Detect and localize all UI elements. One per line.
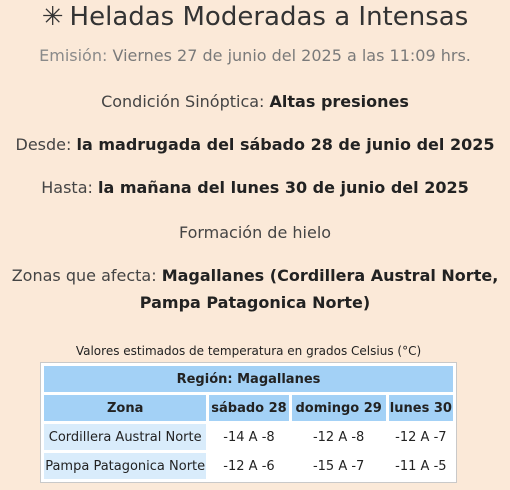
emision-value: Viernes 27 de junio del 2025 a las 11:09… <box>112 46 471 65</box>
table-cell: -11 A -5 <box>388 453 453 479</box>
table-cell-zone: Cordillera Austral Norte <box>44 424 207 450</box>
hasta-value: la mañana del lunes 30 de junio del 2025 <box>97 178 469 197</box>
title-text: Heladas Moderadas a Intensas <box>69 2 469 32</box>
table-row: Pampa Patagonica Norte -12 A -6 -15 A -7… <box>44 453 453 479</box>
snowflake-icon: ✳ <box>41 2 64 32</box>
table-row: Cordillera Austral Norte -14 A -8 -12 A … <box>44 424 453 450</box>
formacion-text: Formación de hielo <box>178 223 332 242</box>
desde-label: Desde: <box>15 135 72 154</box>
table-region-header: Región: Magallanes <box>44 366 453 392</box>
temperature-table: Región: Magallanes Zona sábado 28 doming… <box>40 362 457 483</box>
hasta-line: Hasta: la mañana del lunes 30 de junio d… <box>0 178 510 197</box>
desde-value: la madrugada del sábado 28 de junio del … <box>76 135 495 154</box>
table-cell-zone: Pampa Patagonica Norte <box>44 453 207 479</box>
col-header-domingo: domingo 29 <box>291 395 386 421</box>
zonas-label: Zonas que afecta: <box>11 266 157 285</box>
col-header-sabado: sábado 28 <box>209 395 289 421</box>
col-header-lunes: lunes 30 <box>388 395 453 421</box>
desde-line: Desde: la madrugada del sábado 28 de jun… <box>0 135 510 154</box>
condicion-label: Condición Sinóptica: <box>101 92 265 111</box>
page-title: ✳ Heladas Moderadas a Intensas <box>0 2 510 32</box>
condicion-line: Condición Sinóptica: Altas presiones <box>0 92 510 111</box>
table-cell: -14 A -8 <box>209 424 289 450</box>
table-region-row: Región: Magallanes <box>44 366 453 392</box>
zonas-line: Zonas que afecta: Magallanes (Cordillera… <box>0 262 510 316</box>
table-cell: -12 A -6 <box>209 453 289 479</box>
formacion-line: Formación de hielo <box>0 223 510 242</box>
emision-label: Emisión: <box>39 46 108 65</box>
zonas-value: Magallanes (Cordillera Austral Norte, Pa… <box>139 266 499 312</box>
hasta-label: Hasta: <box>41 178 93 197</box>
emision-line: Emisión: Viernes 27 de junio del 2025 a … <box>0 46 510 65</box>
table-cell: -15 A -7 <box>291 453 386 479</box>
condicion-value: Altas presiones <box>269 92 409 111</box>
table-cell: -12 A -8 <box>291 424 386 450</box>
table-header-row: Zona sábado 28 domingo 29 lunes 30 <box>44 395 453 421</box>
col-header-zona: Zona <box>44 395 207 421</box>
table-cell: -12 A -7 <box>388 424 453 450</box>
table-caption: Valores estimados de temperatura en grad… <box>75 344 422 358</box>
